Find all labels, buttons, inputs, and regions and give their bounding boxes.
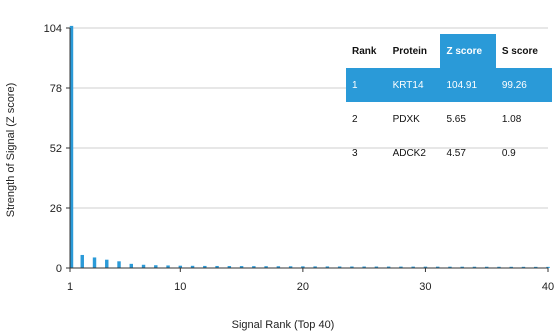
y-axis-ticks: 0 26 52 78 104 xyxy=(44,23,70,275)
bar-rank-40 xyxy=(546,266,550,268)
protein-cell: ADCK2 xyxy=(392,147,426,159)
bar-rank-14 xyxy=(227,266,232,268)
bar-rank-35 xyxy=(485,266,489,268)
bar-rank-37 xyxy=(509,266,513,268)
header-protein: Protein xyxy=(392,45,428,57)
bar-rank-30 xyxy=(423,266,428,268)
y-tick-label-0: 0 xyxy=(56,263,62,275)
bar-rank-21 xyxy=(313,266,317,268)
rank-cell: 1 xyxy=(346,68,387,102)
bar-rank-38 xyxy=(521,266,526,268)
rank-table: Rank Protein Z score S score 1 KRT14 104… xyxy=(346,34,552,170)
bar-rank-5 xyxy=(117,261,121,268)
x-tick-label-1: 1 xyxy=(67,281,73,293)
bar-rank-31 xyxy=(435,266,440,268)
bar-rank-39 xyxy=(534,266,538,268)
y-tick-label-78: 78 xyxy=(50,83,62,95)
bar-rank-24 xyxy=(350,266,354,268)
x-tick-label-30: 30 xyxy=(419,281,431,293)
bar-rank-33 xyxy=(460,266,464,268)
bar-rank-9 xyxy=(166,265,170,268)
bars xyxy=(69,25,550,269)
bar-rank-17 xyxy=(264,266,268,268)
bar-rank-20 xyxy=(301,266,305,268)
table-row: 1 KRT14 104.91 99.26 xyxy=(346,68,552,102)
z-score-cell: 104.91 xyxy=(440,68,496,102)
bar-rank-13 xyxy=(215,265,219,268)
bar-rank-16 xyxy=(252,266,256,268)
bar-rank-26 xyxy=(374,266,379,268)
bar-rank-11 xyxy=(190,265,195,268)
x-axis-ticks: 1 10 20 30 40 xyxy=(67,268,554,293)
bar-rank-7 xyxy=(141,264,146,268)
bar-rank-27 xyxy=(386,266,391,268)
bar-rank-10 xyxy=(178,265,183,268)
bar-rank-15 xyxy=(239,266,244,268)
table-header-row: Rank Protein Z score S score xyxy=(346,34,552,68)
z-score-cell: 4.57 xyxy=(446,147,466,159)
bar-rank-22 xyxy=(325,266,330,268)
rank-cell: 2 xyxy=(352,113,358,125)
s-score-cell: 0.9 xyxy=(501,147,516,159)
bar-rank-34 xyxy=(472,266,477,268)
x-tick-label-20: 20 xyxy=(297,281,309,293)
bar-rank-4 xyxy=(105,259,109,268)
y-tick-label-26: 26 xyxy=(50,203,62,215)
header-rank: Rank xyxy=(352,45,377,57)
bar-rank-12 xyxy=(203,265,207,268)
s-score-cell: 99.26 xyxy=(495,68,552,102)
protein-cell: KRT14 xyxy=(386,68,441,102)
table-row: 2 PDXK 5.65 1.08 xyxy=(346,102,552,136)
bar-rank-8 xyxy=(154,265,158,268)
bar-rank-3 xyxy=(92,257,97,268)
y-tick-label-104: 104 xyxy=(44,23,62,35)
table-row: 3 ADCK2 4.57 0.9 xyxy=(346,136,552,170)
y-axis-label: Strength of Signal (Z score) xyxy=(5,83,17,218)
bar-rank-28 xyxy=(399,266,403,268)
y-tick-label-52: 52 xyxy=(50,143,62,155)
bar-rank-29 xyxy=(411,266,415,268)
bar-rank-23 xyxy=(337,266,342,268)
bar-rank-6 xyxy=(129,263,133,268)
z-score-cell: 5.65 xyxy=(446,113,466,125)
s-score-cell: 1.08 xyxy=(501,113,522,125)
gridlines xyxy=(70,27,548,209)
rank-cell: 3 xyxy=(352,147,358,159)
x-tick-label-10: 10 xyxy=(174,281,186,293)
bar-rank-25 xyxy=(362,266,366,268)
header-z-score: Z score xyxy=(440,34,496,68)
protein-cell: PDXK xyxy=(392,113,420,125)
bar-rank-32 xyxy=(448,266,452,268)
bar-rank-19 xyxy=(288,266,293,268)
bar-rank-1 xyxy=(69,25,74,269)
header-s-score: S score xyxy=(501,45,538,57)
x-tick-label-40: 40 xyxy=(542,281,554,293)
x-axis-label: Signal Rank (Top 40) xyxy=(232,319,335,331)
bar-rank-18 xyxy=(276,266,281,268)
bar-rank-36 xyxy=(497,266,501,268)
bar-rank-2 xyxy=(80,254,84,268)
